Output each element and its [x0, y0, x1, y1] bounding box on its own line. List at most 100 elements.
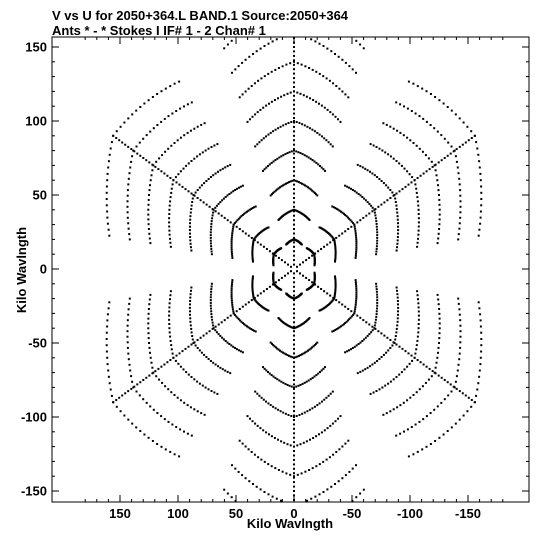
uv-point: [221, 199, 224, 202]
uv-point: [403, 167, 406, 170]
uv-point: [265, 369, 268, 372]
uv-point: [263, 75, 266, 78]
uv-point: [399, 103, 402, 106]
uv-point: [438, 198, 441, 201]
uv-point: [293, 481, 295, 484]
uv-point: [348, 318, 351, 321]
uv-point: [231, 308, 234, 311]
uv-point: [260, 458, 263, 461]
uv-point: [479, 319, 482, 322]
uv-point: [161, 154, 164, 157]
uv-point: [375, 313, 378, 316]
uv-point: [293, 192, 295, 195]
uv-point: [293, 139, 295, 142]
uv-point: [396, 293, 399, 296]
uv-point: [252, 239, 255, 242]
uv-point: [293, 263, 295, 266]
uv-point: [178, 80, 181, 83]
uv-point: [478, 369, 481, 372]
uv-point: [238, 228, 241, 230]
uv-point: [194, 344, 197, 347]
uv-point: [258, 394, 261, 397]
uv-point: [169, 290, 172, 293]
uv-point: [395, 249, 398, 252]
uv-point: [385, 123, 388, 126]
uv-point: [308, 469, 311, 471]
uv-point: [459, 194, 462, 197]
uv-point: [273, 190, 276, 193]
uv-point: [340, 210, 342, 213]
uv-point: [210, 310, 213, 313]
uv-point: [189, 232, 191, 235]
uv-point: [293, 374, 295, 377]
uv-point: [164, 385, 167, 388]
uv-point: [334, 257, 337, 260]
uv-point: [293, 90, 295, 93]
uv-point: [126, 319, 129, 322]
uv-point: [251, 207, 254, 209]
uv-point: [199, 336, 202, 339]
uv-point: [392, 378, 395, 381]
uv-point: [189, 406, 192, 409]
uv-point: [214, 325, 217, 328]
uv-point: [384, 151, 387, 154]
uv-point: [270, 374, 273, 377]
uv-point: [210, 222, 213, 225]
uv-point: [189, 218, 192, 221]
uv-point: [222, 197, 225, 200]
x-tick-label: -150: [455, 506, 481, 521]
uv-point: [251, 289, 254, 292]
uv-point: [341, 445, 344, 448]
uv-point: [293, 490, 295, 492]
uv-point: [231, 71, 233, 74]
uv-point: [164, 448, 167, 451]
uv-point: [251, 251, 254, 254]
uv-point: [230, 240, 233, 243]
uv-point: [404, 185, 407, 188]
uv-point: [185, 371, 188, 374]
uv-point: [296, 355, 299, 358]
uv-point: [331, 205, 334, 208]
uv-point: [123, 414, 126, 417]
uv-point: [479, 216, 482, 219]
uv-point: [321, 135, 323, 138]
uv-point: [286, 211, 289, 214]
uv-point: [368, 202, 371, 205]
uv-point: [166, 361, 169, 364]
uv-point: [226, 341, 229, 344]
uv-point: [173, 453, 176, 456]
uv-point: [334, 275, 336, 278]
uv-point: [212, 361, 215, 364]
uv-point: [272, 191, 275, 194]
uv-point: [376, 231, 379, 234]
uv-point: [438, 436, 441, 439]
uv-point: [359, 492, 362, 495]
uv-point: [293, 294, 295, 297]
uv-point: [148, 346, 151, 349]
uv-point: [269, 404, 272, 407]
uv-point: [268, 372, 271, 375]
uv-point: [438, 327, 441, 330]
uv-point: [168, 327, 171, 330]
uv-point: [380, 332, 383, 335]
uv-point: [350, 225, 353, 228]
uv-point: [115, 137, 118, 139]
uv-point: [396, 406, 399, 409]
uv-point: [215, 204, 218, 207]
uv-point: [169, 85, 172, 88]
x-tick-label: -50: [343, 506, 362, 521]
uv-point: [334, 207, 337, 209]
uv-point: [198, 153, 201, 156]
uv-point: [357, 193, 360, 195]
uv-point: [126, 341, 129, 344]
y-axis-label: Kilo Wavlngth: [14, 227, 29, 313]
uv-point: [299, 383, 302, 386]
uv-point: [458, 117, 461, 120]
uv-point: [454, 422, 457, 425]
uv-point: [382, 122, 385, 125]
uv-point: [231, 252, 233, 255]
uv-point: [155, 375, 158, 378]
uv-point: [190, 343, 193, 346]
uv-point: [274, 346, 277, 349]
